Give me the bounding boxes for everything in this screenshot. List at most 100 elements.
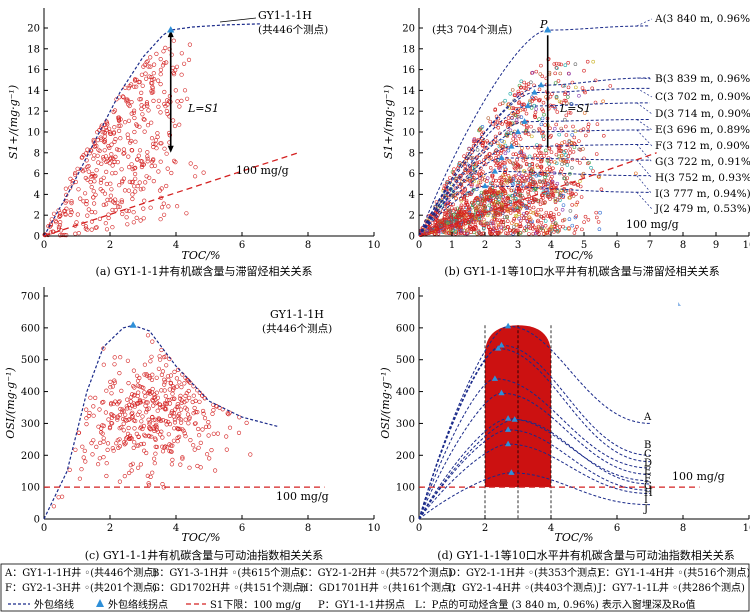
scatter-point (532, 129, 536, 133)
scatter-point (544, 148, 548, 153)
scatter-point (130, 196, 135, 202)
scatter-point (509, 188, 514, 193)
scatter-point (534, 212, 538, 216)
scatter-point (84, 422, 89, 427)
scatter-point (542, 214, 546, 218)
scatter-point (553, 227, 557, 231)
scatter-point (449, 213, 454, 217)
scatter-point (570, 133, 574, 137)
scatter-point (446, 231, 450, 235)
scatter-point (508, 206, 512, 211)
scatter-point (91, 404, 96, 409)
scatter-point (494, 211, 498, 215)
scatter-point (492, 190, 496, 194)
scatter-point (112, 200, 117, 206)
scatter-point (211, 402, 216, 407)
scatter-point (552, 224, 557, 229)
x-axis-label: TOC/% (555, 249, 594, 262)
scatter-point (553, 71, 557, 76)
scatter-point (151, 179, 156, 184)
scatter-point (493, 137, 498, 142)
scatter-point (599, 187, 604, 192)
scatter-point (489, 207, 493, 211)
scatter-point (123, 85, 128, 90)
curve-letter: B (644, 440, 651, 451)
scatter-point (532, 225, 537, 230)
scatter-point (544, 231, 548, 236)
scatter-point (69, 210, 74, 215)
scatter-point (129, 162, 134, 167)
scatter-point (472, 227, 476, 232)
scatter-point (138, 187, 143, 192)
scatter-point (535, 163, 539, 168)
scatter-point (132, 402, 137, 407)
scatter-point (552, 62, 557, 66)
inflection-marker (504, 322, 512, 329)
scatter-point (207, 424, 212, 429)
scatter-point (488, 230, 492, 234)
scatter-point (141, 162, 146, 167)
scatter-point (530, 99, 534, 103)
scatter-point (110, 163, 115, 168)
scatter-point (68, 185, 73, 190)
scatter-point (472, 176, 476, 180)
scatter-point (130, 192, 135, 197)
scatter-point (131, 110, 136, 115)
scatter-point (494, 163, 498, 167)
scatter-point (505, 231, 510, 236)
scatter-point (519, 164, 523, 169)
scatter-point (105, 122, 110, 127)
scatter-point (482, 189, 487, 194)
scatter-point (525, 124, 529, 128)
scatter-point (459, 198, 463, 203)
label-leader (636, 119, 653, 131)
scatter-point (481, 141, 485, 146)
scatter-point (197, 399, 202, 404)
scatter-point (437, 211, 441, 215)
scatter-point (76, 187, 81, 192)
scatter-point (122, 150, 127, 156)
x-tick-label: 9 (713, 240, 719, 251)
scatter-point (150, 84, 155, 90)
scatter-point (202, 416, 208, 421)
scatter-point (50, 229, 55, 234)
x-tick-label: 2 (107, 240, 113, 251)
inflection-marker (167, 26, 175, 33)
scatter-point (533, 145, 537, 150)
scatter-point (207, 456, 212, 461)
scatter-point (556, 79, 561, 83)
scatter-point (140, 112, 145, 117)
scatter-point (454, 223, 458, 227)
scatter-point (134, 431, 139, 437)
scatter-point (498, 212, 503, 217)
scatter-point (109, 152, 114, 157)
y-tick-label: 700 (21, 292, 40, 303)
scatter-point (527, 194, 532, 198)
scatter-point (93, 395, 98, 401)
scatter-point (163, 45, 168, 51)
limit-label: 100 mg/g (672, 470, 725, 483)
scatter-point (48, 230, 54, 235)
scatter-point (516, 163, 520, 167)
scatter-point (463, 203, 468, 207)
scatter-point (594, 210, 598, 215)
scatter-point (528, 206, 532, 211)
curve-letter: A (643, 412, 652, 423)
scatter-point (204, 424, 209, 430)
scatter-point (522, 152, 526, 157)
scatter-point (132, 108, 137, 113)
scatter-point (491, 199, 495, 203)
scatter-point (135, 373, 140, 378)
scatter-point (578, 161, 582, 165)
scatter-point (540, 116, 545, 121)
scatter-point (225, 411, 230, 416)
scatter-point (495, 195, 499, 200)
scatter-point (124, 208, 129, 213)
scatter-point (548, 135, 552, 139)
legend-entry: I：GY2-1-4H井 ◦(共403个测点) (448, 581, 597, 594)
scatter-point (496, 125, 501, 130)
y-tick-label: 12 (27, 107, 40, 118)
scatter-point (576, 182, 581, 187)
scatter-point (498, 231, 502, 235)
scatter-point (82, 191, 88, 196)
